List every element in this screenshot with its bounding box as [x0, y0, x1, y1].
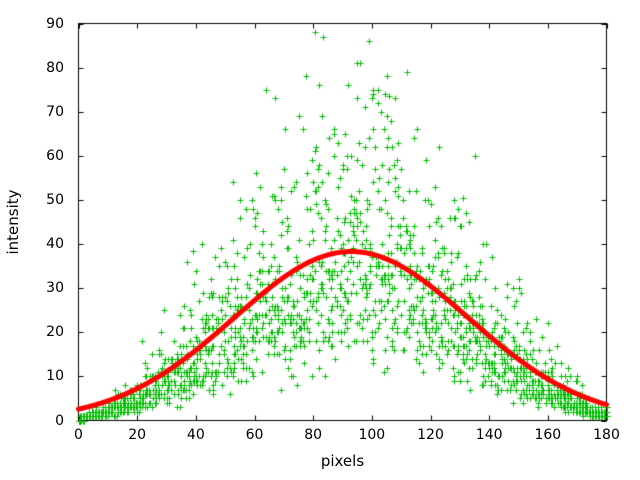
x-tick-label: 180	[593, 427, 620, 443]
x-tick-label: 140	[475, 427, 503, 443]
x-tick-label: 160	[534, 427, 562, 443]
y-tick-label: 90	[46, 15, 64, 32]
x-tick-label: 40	[186, 427, 205, 443]
y-tick-label: 30	[46, 280, 64, 297]
x-tick-label: 100	[358, 427, 386, 443]
y-tick-label: 60	[46, 147, 64, 164]
x-axis-title: pixels	[320, 452, 365, 470]
y-tick-label: 20	[46, 324, 64, 341]
y-tick-label: 50	[46, 191, 64, 208]
x-tick-label: 120	[417, 427, 444, 443]
y-tick-label: 80	[46, 59, 64, 76]
x-tick-label: 20	[128, 427, 147, 443]
y-axis-title: intensity	[4, 189, 22, 255]
x-tick-label: 0	[74, 427, 83, 443]
y-tick-label: 10	[46, 368, 64, 385]
y-tick-label: 40	[46, 236, 64, 253]
y-tick-label: 70	[46, 103, 64, 120]
x-tick-label: 60	[245, 427, 264, 443]
y-tick-label: 0	[55, 412, 64, 429]
x-tick-label: 80	[304, 427, 323, 443]
